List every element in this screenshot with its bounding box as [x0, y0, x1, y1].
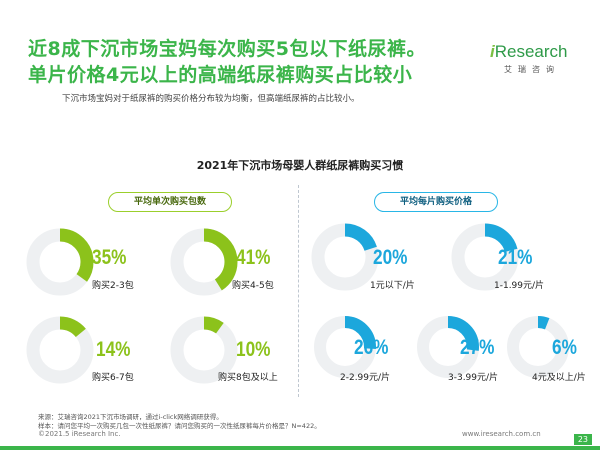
ring-value-label: 10%: [236, 338, 271, 361]
chart-title: 2021年下沉市场母婴人群纸尿裤购买习惯: [196, 159, 404, 172]
ring-0-3: [170, 316, 238, 384]
group-label-price: 平均每片购买价格: [374, 192, 498, 212]
ring-category-label: 购买4-5包: [232, 281, 274, 291]
sample-note: 样本：请问您平均一次购买几包一次性纸尿裤？请问您购买的一次性纸尿裤每片价格是？N…: [38, 422, 321, 430]
ring-value-label: 14%: [96, 338, 131, 361]
ring-arc-0-3: [170, 316, 238, 384]
ring-category-label: 1-1.99元/片: [494, 281, 545, 291]
ring-category-label: 购买2-3包: [92, 281, 134, 291]
ring-value-label: 21%: [498, 246, 533, 269]
ring-value-label: 35%: [92, 246, 127, 269]
ring-1-3: [417, 316, 479, 378]
ring-value-label: 27%: [460, 336, 495, 359]
ring-arc-1-3: [417, 316, 479, 378]
logo-i: i: [490, 42, 495, 61]
website: www.iresearch.com.cn: [462, 430, 541, 438]
ring-arc-0-2: [26, 316, 94, 384]
ring-category-label: 购买8包及以上: [218, 373, 278, 383]
ring-category-label: 2-2.99元/片: [340, 373, 391, 383]
ring-value-label: 20%: [373, 246, 408, 269]
ring-category-label: 购买6-7包: [92, 373, 134, 383]
ring-track: [170, 316, 238, 384]
title-line-1: 近8成下沉市场宝妈每次购买5包以下纸尿裤。: [28, 38, 426, 60]
ring-value-label: 6%: [552, 336, 577, 359]
logo-brand: Research: [494, 42, 568, 61]
ring-arc-1-2: [314, 316, 376, 378]
ring-1-4: [507, 316, 569, 378]
logo-chinese: 艾瑞咨询: [504, 65, 560, 74]
copyright: ©2021.5 iResearch Inc.: [38, 430, 121, 438]
ring-value-label: 26%: [354, 336, 389, 359]
ring-0-2: [26, 316, 94, 384]
ring-1-1: [451, 223, 519, 291]
iresearch-logo: iResearch 艾瑞咨询: [490, 42, 572, 75]
group-divider: [298, 185, 299, 397]
ring-1-0: [311, 223, 379, 291]
ring-category-label: 3-3.99元/片: [448, 373, 499, 383]
source-note: 来源：艾瑞咨询2021下沉市场调研，通过i-click网络调研获得。: [38, 413, 223, 421]
ring-1-2: [314, 316, 376, 378]
ring-arc-1-4: [507, 316, 569, 378]
ring-category-label: 1元以下/片: [370, 281, 415, 291]
title-line-2: 单片价格4元以上的高端纸尿裤购买占比较小: [28, 64, 413, 86]
ring-category-label: 4元及以上/片: [532, 373, 586, 383]
ring-arc-0-1: [170, 228, 238, 296]
ring-value-label: 41%: [236, 246, 271, 269]
page-title: 近8成下沉市场宝妈每次购买5包以下纸尿裤。 单片价格4元以上的高端纸尿裤购买占比…: [28, 36, 488, 88]
page-number: 23: [573, 434, 592, 445]
ring-arc-0-0: [26, 228, 94, 296]
ring-arc-1-1: [451, 223, 519, 291]
page-subtitle: 下沉市场宝妈对于纸尿裤的购买价格分布较为均衡，但高端纸尿裤的占比较小。: [62, 94, 360, 104]
logo-wordmark: iResearch: [490, 42, 572, 62]
group-label-packs: 平均单次购买包数: [108, 192, 232, 212]
ring-0-0: [26, 228, 94, 296]
bottom-bar: [0, 446, 600, 450]
ring-arc-1-0: [311, 223, 379, 291]
ring-0-1: [170, 228, 238, 296]
